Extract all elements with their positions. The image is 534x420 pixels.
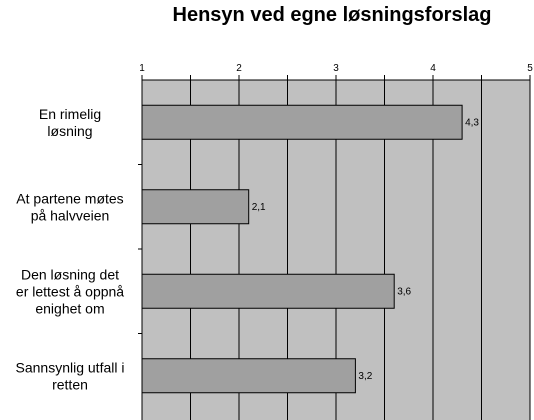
category-label: En rimelig løsning [39, 106, 101, 139]
data-label: 3,6 [397, 286, 411, 297]
bars: 4,3 2,1 3,6 3,2 [141, 104, 479, 394]
bar [141, 358, 356, 394]
category-label: Den løsning det er lettest å oppnå enighet… [16, 266, 124, 316]
data-label: 2,1 [252, 202, 266, 213]
chart-title: Hensyn ved egne løsningsforslag [172, 4, 492, 26]
x-tick-label: 3 [333, 63, 339, 74]
bar [141, 104, 463, 140]
category-label: At partene møtes på halvveien [16, 190, 123, 223]
category-label: Sannsynlig utfall i retten [16, 359, 125, 392]
x-tick-label: 4 [430, 63, 436, 74]
bar [141, 273, 395, 309]
bar [141, 189, 250, 225]
y-axis-ticks [138, 164, 142, 334]
data-label: 3,2 [358, 371, 372, 382]
x-tick-label: 2 [236, 63, 242, 74]
category-labels: En rimelig løsning At partene møtes på halv… [16, 106, 125, 393]
data-label: 4,3 [465, 117, 479, 128]
x-tick-label: 1 [139, 63, 145, 74]
x-tick-label: 5 [527, 63, 533, 74]
